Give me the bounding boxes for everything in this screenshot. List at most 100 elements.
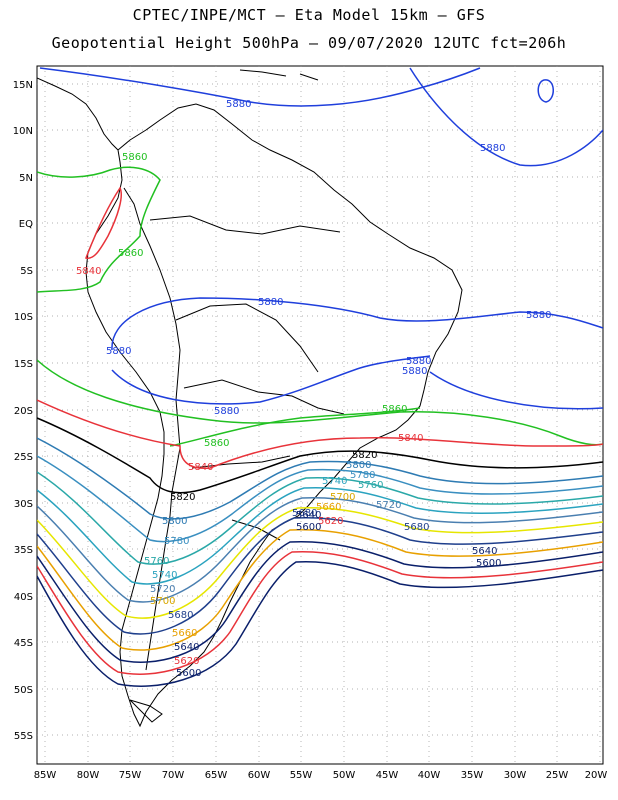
contour-label: 5820 [352,450,377,461]
contour-label: 5700 [330,492,355,503]
contour-label: 5600 [296,522,321,533]
lon-tick-label: 35W [461,770,484,781]
contour-label: 5660 [316,502,341,513]
lat-tick-label: 35S [14,545,33,556]
contour-label: 5880 [402,366,427,377]
contour-label: 5640 [296,510,321,521]
lat-tick-label: 15S [14,359,33,370]
contour-label: 5640 [174,642,199,653]
contour-label: 5620 [318,516,343,527]
lon-tick-label: 50W [333,770,356,781]
chart-title-line1: CPTEC/INPE/MCT – Eta Model 15km – GFS [132,6,486,24]
contour-label: 5880 [526,310,551,321]
contour-5840-peru [84,186,122,259]
contour-5880-cell [537,79,554,103]
contour-5840 [37,399,603,470]
lon-tick-label: 80W [77,770,100,781]
lon-tick-label: 20W [585,770,608,781]
lat-tick-label: 20S [14,406,33,417]
contour-label: 5780 [350,470,375,481]
lon-tick-label: 55W [290,770,313,781]
lat-tick-label: 50S [14,685,33,696]
lat-tick-label: 40S [14,592,33,603]
contour-label: 5780 [164,536,189,547]
lon-axis: 85W 80W 75W 70W 65W 60W 55W 50W 45W 40W … [34,770,608,781]
contour-label: 5720 [150,584,175,595]
contour-label: 5600 [176,668,201,679]
contour-5620 [37,550,603,675]
contour-5700 [37,506,603,619]
contour-label: 5840 [398,433,423,444]
contour-label: 5860 [118,248,143,259]
contour-label: 5860 [122,152,147,163]
contour-label: 5880 [258,297,283,308]
contour-label: 5880 [406,356,431,367]
map-frame [36,65,604,765]
contour-5880-south [111,297,603,351]
contour-label: 5880 [106,346,131,357]
contour-label: 5680 [404,522,429,533]
contour-5880-north [39,67,481,107]
contour-label: 5760 [358,480,383,491]
chart-title-line2: Geopotential Height 500hPa – 09/07/2020 … [51,34,567,52]
contour-label: 5880 [480,143,505,154]
lon-tick-label: 65W [205,770,228,781]
contour-label: 5840 [188,462,213,473]
lat-tick-label: EQ [19,219,33,230]
contour-label: 5720 [376,500,401,511]
lon-tick-label: 60W [248,770,271,781]
lon-tick-label: 40W [418,770,441,781]
contour-label: 5620 [174,656,199,667]
contour-label: 5640 [472,546,497,557]
contour-5660 [37,528,603,651]
south-america-coast [85,103,463,728]
lon-tick-label: 85W [34,770,57,781]
contour-5640 [37,540,603,663]
contour-labels: 5880 5880 5880 5880 5880 5880 5880 5880 … [76,99,551,679]
contour-5860-mid [169,407,421,447]
contour-5760 [37,471,603,565]
contour-label: 5740 [152,570,177,581]
lat-tick-label: 30S [14,499,33,510]
contour-5740 [37,486,603,585]
contour-label: 5800 [346,460,371,471]
contour-5800 [37,437,603,520]
country-borders [149,215,345,541]
contour-label: 5860 [382,404,407,415]
contour-label: 5800 [162,516,187,527]
contour-5680 [37,516,603,635]
contour-label: 5600 [476,558,501,569]
contour-label: 5680 [292,508,317,519]
lon-tick-label: 45W [376,770,399,781]
contour-label: 5700 [150,596,175,607]
contour-5880-east [429,371,603,410]
contour-label: 5740 [322,476,347,487]
contour-label: 5860 [204,438,229,449]
contour-5720 [37,496,603,603]
contour-label: 5880 [214,406,239,417]
contour-label: 5820 [170,492,195,503]
contour-label: 5840 [76,266,101,277]
contour-label: 5760 [144,556,169,567]
tierra-del-fuego [129,699,163,723]
lon-tick-label: 25W [546,770,569,781]
lon-tick-label: 75W [119,770,142,781]
lat-tick-label: 55S [14,731,33,742]
lon-tick-label: 70W [162,770,185,781]
contour-5820 [37,417,603,494]
contour-5600 [37,560,603,687]
contour-label: 5680 [168,610,193,621]
contour-5860-north [37,166,161,293]
lat-tick-label: 5N [19,173,33,184]
contours [37,67,603,687]
lat-tick-label: 15N [13,80,33,91]
contour-5880-atlantic [409,67,603,167]
contour-5860-south [37,359,603,446]
central-america-coast [37,77,119,151]
contour-5780 [37,455,603,543]
lat-tick-label: 45S [14,638,33,649]
contour-label: 5880 [226,99,251,110]
lon-tick-label: 30W [504,770,527,781]
contour-label: 5660 [172,628,197,639]
lat-tick-label: 25S [14,452,33,463]
